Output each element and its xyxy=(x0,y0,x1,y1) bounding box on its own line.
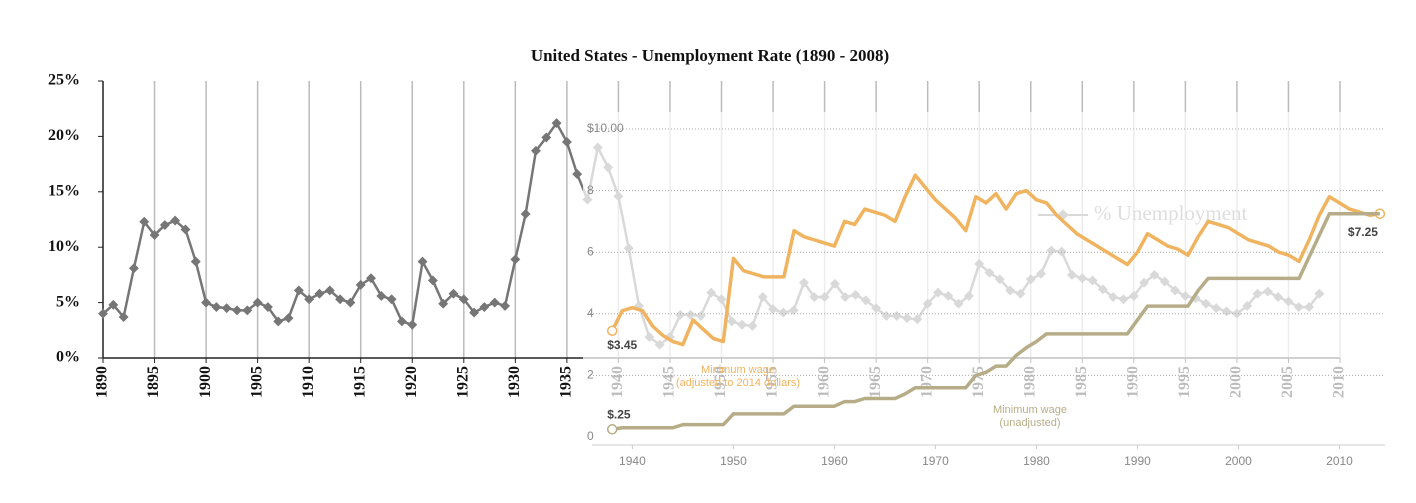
data-point xyxy=(149,230,160,240)
data-point xyxy=(190,256,201,267)
x-tick-label: 1950 xyxy=(720,454,747,468)
x-tick-label: 1980 xyxy=(1023,454,1050,468)
series-label: Minimum wage (adjusted to 2014 dollars) xyxy=(675,364,801,389)
data-line xyxy=(610,173,1381,347)
y-tick-label: 6 xyxy=(587,244,594,258)
series-label: Minimum wage (unadjusted) xyxy=(993,404,1067,429)
data-point xyxy=(520,209,531,219)
x-tick-label: 1915 xyxy=(351,366,368,398)
series-label-text: Minimum wage (adjusted to 2014 dollars) xyxy=(675,364,801,389)
data-point xyxy=(242,305,253,316)
data-point xyxy=(335,294,346,305)
x-tick-label: 1935 xyxy=(558,366,575,398)
data-point xyxy=(438,298,449,309)
data-point xyxy=(304,294,315,305)
x-tick-label: 1910 xyxy=(300,366,317,398)
data-point xyxy=(500,300,510,311)
data-point xyxy=(458,294,469,305)
y-tick-label: 4 xyxy=(587,306,594,320)
end-point xyxy=(606,325,618,336)
x-tick-label: 1890 xyxy=(94,366,111,398)
x-tick-label: 1930 xyxy=(506,366,523,398)
chart-title: United States - Unemployment Rate (1890 … xyxy=(531,46,889,65)
x-tick-label: 1990 xyxy=(1124,454,1151,468)
value-label: $.25 xyxy=(607,407,631,421)
data-point xyxy=(345,297,356,308)
data-point xyxy=(407,319,418,330)
data-point xyxy=(479,302,490,312)
y-tick-label: 5% xyxy=(56,293,80,310)
data-point xyxy=(572,169,583,180)
data-point xyxy=(324,285,335,296)
data-point xyxy=(489,297,500,308)
data-point xyxy=(221,303,232,314)
y-tick-label: 20% xyxy=(48,127,80,144)
data-point xyxy=(283,313,294,324)
x-tick-label: 1900 xyxy=(197,366,214,398)
end-point xyxy=(606,424,618,435)
x-tick-label: 1960 xyxy=(821,454,848,468)
x-tick-label: 1970 xyxy=(922,454,949,468)
data-point xyxy=(211,302,222,312)
y-tick-label: 0 xyxy=(587,429,594,443)
x-tick-label: 1895 xyxy=(145,366,162,398)
data-point xyxy=(170,215,181,226)
data-point xyxy=(139,216,150,227)
series-label-text: Minimum wage (unadjusted) xyxy=(993,404,1067,429)
data-point xyxy=(427,275,438,286)
x-tick-label: 1940 xyxy=(619,454,646,468)
y-tick-label: 10% xyxy=(48,238,80,255)
y-tick-label: 2 xyxy=(587,368,594,382)
data-point xyxy=(128,263,139,274)
data-point xyxy=(293,285,304,296)
data-point xyxy=(201,297,212,308)
data-point xyxy=(355,279,366,290)
data-point xyxy=(417,256,428,267)
data-point xyxy=(386,294,397,305)
data-point xyxy=(376,291,387,301)
value-label: $7.25 xyxy=(1348,225,1378,239)
x-tick-label: 2000 xyxy=(1225,454,1252,468)
y-tick-label: 25% xyxy=(48,72,80,89)
data-point xyxy=(551,118,562,129)
overlay-panel xyxy=(583,112,1393,484)
data-point xyxy=(510,254,521,265)
data-point xyxy=(314,288,325,299)
x-tick-label: 2010 xyxy=(1326,454,1353,468)
data-point xyxy=(366,273,376,284)
data-line xyxy=(611,211,1380,432)
data-point xyxy=(180,224,191,235)
x-tick-label: 1920 xyxy=(403,366,420,398)
data-point xyxy=(541,132,552,143)
data-point xyxy=(469,307,480,318)
x-tick-label: 1925 xyxy=(454,366,471,398)
data-point xyxy=(159,220,170,230)
data-point xyxy=(561,136,572,147)
data-point xyxy=(273,316,284,327)
y-tick-label: 8 xyxy=(587,183,594,197)
data-point xyxy=(262,302,273,312)
data-point xyxy=(252,297,263,308)
y-tick-label: 15% xyxy=(48,182,80,199)
y-tick-label: 0% xyxy=(56,349,80,366)
data-point xyxy=(448,288,459,299)
data-point xyxy=(232,305,242,316)
data-point xyxy=(531,145,541,156)
data-point xyxy=(396,316,407,327)
value-label: $3.45 xyxy=(607,338,637,352)
y-tick-label: $10.00 xyxy=(587,121,624,135)
x-tick-label: 1905 xyxy=(248,366,265,398)
